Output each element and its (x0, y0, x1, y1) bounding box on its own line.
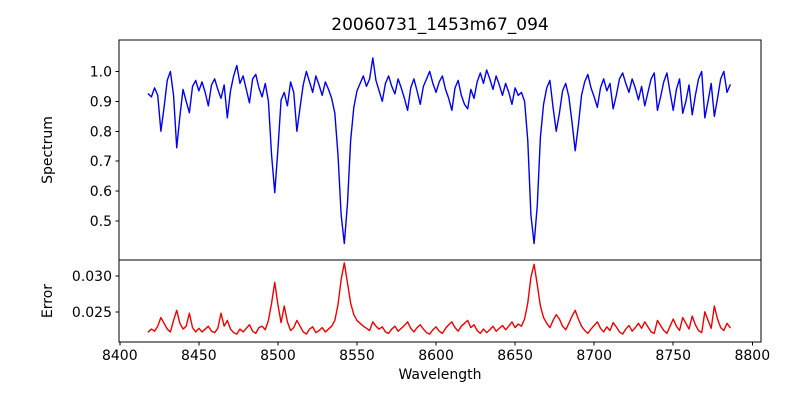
y-tick-label: 1.0 (90, 64, 112, 80)
spectrum-y-axis-label: Spectrum (40, 116, 56, 184)
spectrum-line (147, 57, 731, 245)
y-tick-label: 0.6 (90, 184, 112, 200)
x-tick-label: 8800 (734, 348, 770, 364)
x-tick-label: 8700 (576, 348, 612, 364)
error-y-axis-ticks: 0.025 0.030 (72, 269, 119, 321)
spectrum-plot-border (118, 39, 762, 261)
error-y-axis-label: Error (40, 284, 56, 318)
spectrum-y-axis-ticks: 0.5 0.6 0.7 0.8 0.9 1.0 (90, 64, 119, 230)
y-tick-label: 0.7 (90, 154, 112, 170)
y-tick-label: 0.030 (72, 269, 112, 285)
x-axis-ticks: 8400 8450 8500 8550 8600 8650 8700 8750 8800 (102, 342, 770, 364)
y-tick-label: 0.5 (90, 214, 112, 230)
data-lines (147, 57, 731, 335)
x-tick-label: 8600 (418, 348, 454, 364)
x-tick-label: 8500 (260, 348, 296, 364)
x-tick-label: 8750 (655, 348, 691, 364)
x-tick-label: 8550 (339, 348, 375, 364)
x-tick-label: 8650 (497, 348, 533, 364)
error-plot-border (118, 259, 762, 343)
y-tick-label: 0.8 (90, 124, 112, 140)
chart-title: 20060731_1453m67_094 (331, 15, 548, 35)
y-tick-label: 0.9 (90, 94, 112, 110)
y-tick-label: 0.025 (72, 305, 112, 321)
x-tick-label: 8450 (181, 348, 217, 364)
x-axis-label: Wavelength (398, 367, 481, 383)
x-tick-label: 8400 (102, 348, 138, 364)
error-line (147, 262, 731, 335)
